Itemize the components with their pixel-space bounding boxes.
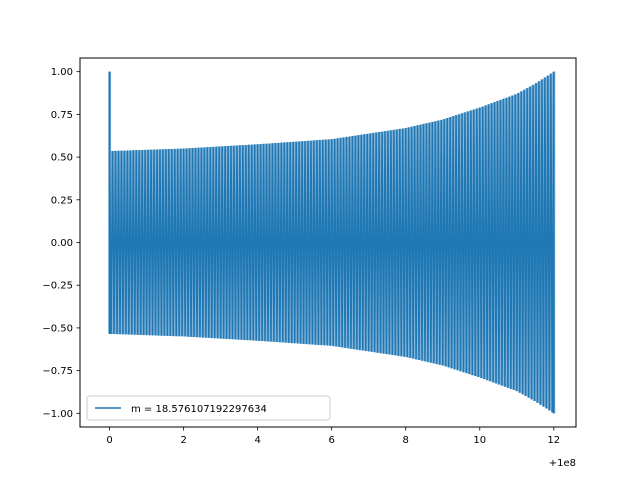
y-tick-label: −1.00 [42,409,73,420]
x-tick-label: 2 [180,435,186,446]
series-line [108,71,555,414]
y-tick-label: 0.75 [51,110,73,121]
y-tick-label: 0.00 [51,238,73,249]
x-tick-label: 8 [403,435,409,446]
y-tick-label: 0.25 [51,195,73,206]
x-offset-label: +1e8 [549,458,576,469]
y-tick-label: 1.00 [51,67,73,78]
series-layer [108,71,556,414]
y-tick-label: 0.50 [51,153,73,164]
x-tick-label: 0 [106,435,112,446]
x-tick-label: 4 [254,435,260,446]
y-axis: −1.00 −0.75 −0.50 −0.25 0.00 0.25 0.50 0.75 1.00 [42,67,80,420]
y-tick-label: −0.50 [42,323,73,334]
legend-box [86,395,331,421]
legend-label: m = 18.576107192297634 [131,404,267,415]
x-tick-label: 12 [547,435,560,446]
y-tick-label: −0.75 [42,366,73,377]
x-tick-label: 6 [329,435,335,446]
x-tick-label: 10 [473,435,486,446]
y-tick-label: −0.25 [42,281,73,292]
x-axis: 0 2 4 6 8 10 12 [106,427,560,446]
legend: m = 18.576107192297634 [86,395,331,421]
